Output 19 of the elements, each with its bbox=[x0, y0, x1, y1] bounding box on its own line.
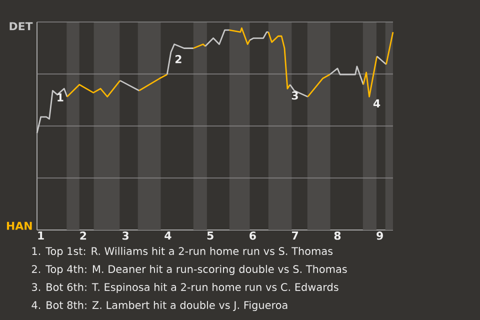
x-tick-label: 1 bbox=[38, 232, 44, 240]
x-tick-label: 6 bbox=[250, 232, 256, 240]
x-tick-label: 9 bbox=[376, 232, 383, 240]
text: DET bbox=[10, 22, 33, 30]
text: 4. Bot 8th: Z. Lambert hit a double vs J. Figueroa bbox=[32, 300, 288, 312]
annotation: 1 bbox=[58, 93, 64, 102]
x-tick-label: 8 bbox=[334, 232, 341, 240]
x-tick-label: 4 bbox=[164, 232, 172, 240]
x-tick-label: 2 bbox=[80, 232, 86, 240]
text: 2. Top 4th: M. Deaner hit a run-scoring double vs S. Thomas bbox=[32, 264, 347, 276]
x-tick-label: 3 bbox=[122, 232, 129, 240]
x-tick-label: 5 bbox=[207, 232, 214, 240]
annotation: 2 bbox=[175, 54, 182, 64]
annotation: 3 bbox=[292, 91, 298, 100]
text: HAN bbox=[6, 222, 32, 230]
annotation: 4 bbox=[373, 99, 380, 108]
text: 3. Bot 6th: T. Espinosa hit a 2-run home run vs C. Edwards bbox=[32, 282, 338, 294]
x-tick-label: 7 bbox=[292, 232, 298, 240]
text: 1. Top 1st: R. Williams hit a 2-run home run vs S. Thomas bbox=[32, 246, 333, 258]
